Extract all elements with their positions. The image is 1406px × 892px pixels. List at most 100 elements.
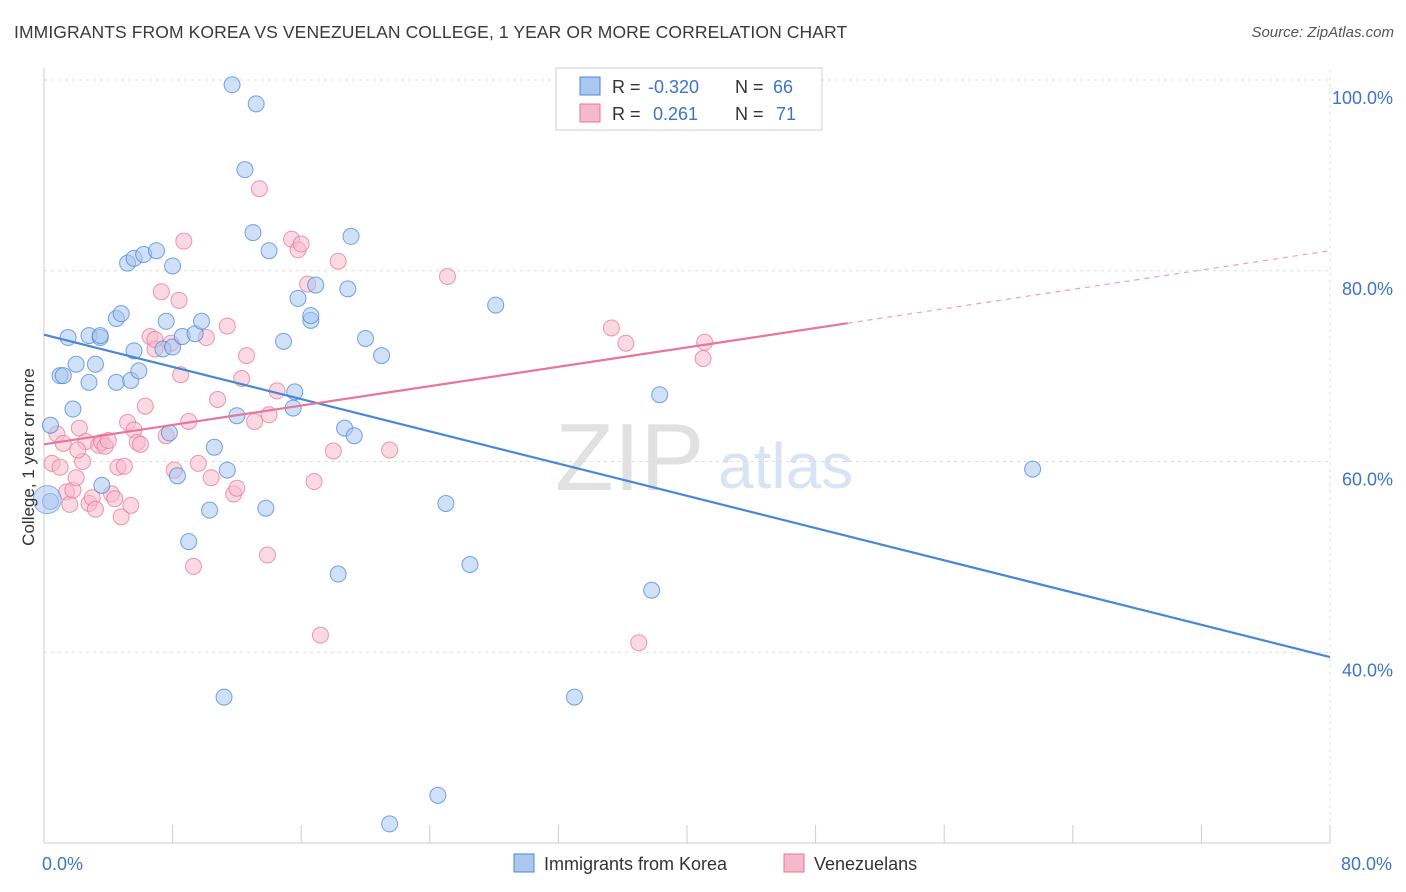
gridlines xyxy=(44,70,1331,843)
venezuela-point-22 xyxy=(115,457,133,475)
y-axis-label: College, 1 year or more xyxy=(19,368,38,546)
venezuela-point-65 xyxy=(630,634,648,652)
venezuela-point-17 xyxy=(99,432,117,450)
korea-point-9 xyxy=(86,355,104,373)
venezuela-point-28 xyxy=(136,397,154,415)
korea-point-40 xyxy=(244,224,262,242)
venezuela-trend-line xyxy=(43,322,848,446)
venezuela-trend-extension xyxy=(847,250,1331,324)
korea-point-large xyxy=(32,485,62,515)
korea-point-43 xyxy=(260,242,278,260)
korea-point-64 xyxy=(651,386,669,404)
korea-point-24 xyxy=(164,257,182,275)
y-tick-label-60: 60.0% xyxy=(1342,470,1393,490)
venezuela-point-68 xyxy=(292,235,310,253)
venezuela-point-5 xyxy=(61,495,79,513)
korea-point-63 xyxy=(643,581,661,599)
venezuela-point-42 xyxy=(202,469,220,487)
legend-top-venezuela-r-label: R = xyxy=(612,104,641,124)
korea-point-49 xyxy=(302,307,320,325)
korea-point-51 xyxy=(329,565,347,583)
venezuela-point-13 xyxy=(86,500,104,518)
venezuela-point-60 xyxy=(324,442,342,460)
trend-lines xyxy=(43,250,1331,659)
korea-point-25 xyxy=(157,312,175,330)
venezuela-point-59 xyxy=(329,252,347,270)
korea-point-39 xyxy=(236,161,254,179)
legend-bottom-korea-label: Immigrants from Korea xyxy=(544,854,728,874)
korea-point-1 xyxy=(41,416,59,434)
venezuela-point-66 xyxy=(694,349,712,367)
korea-point-54 xyxy=(342,227,360,245)
korea-point-27 xyxy=(164,338,182,356)
venezuela-point-21 xyxy=(112,508,130,526)
legend-bottom-venezuela-label: Venezuelans xyxy=(814,854,917,874)
source-label: Source: ZipAtlas.com xyxy=(1251,24,1394,41)
venezuela-point-70 xyxy=(69,441,87,459)
korea-point-33 xyxy=(201,501,219,519)
korea-point-44 xyxy=(275,332,293,350)
korea-point-12 xyxy=(91,327,109,345)
korea-point-14 xyxy=(107,373,125,391)
watermark-atlas: atlas xyxy=(718,430,853,502)
legend-top-korea-r-value: -0.320 xyxy=(648,77,699,97)
venezuela-point-39 xyxy=(184,557,202,575)
korea-point-35 xyxy=(215,688,233,706)
venezuela-point-46 xyxy=(228,479,246,497)
legend-top-korea-n-label: N = xyxy=(735,77,764,97)
venezuela-point-27 xyxy=(131,435,149,453)
korea-point-8 xyxy=(80,373,98,391)
legend-top-venezuela-n-label: N = xyxy=(735,104,764,124)
venezuela-point-49 xyxy=(246,412,264,430)
venezuela-point-50 xyxy=(250,180,268,198)
venezuela-point-44 xyxy=(218,317,236,335)
korea-point-22 xyxy=(148,242,166,260)
venezuela-point-7 xyxy=(67,469,85,487)
y-tick-label-40: 40.0% xyxy=(1342,660,1393,680)
korea-point-3 xyxy=(54,367,72,385)
y-tick-labels: 100.0% 80.0% 60.0% 40.0% xyxy=(1332,88,1393,680)
korea-point-55 xyxy=(345,427,363,445)
venezuela-point-67 xyxy=(696,333,714,351)
venezuela-point-43 xyxy=(209,391,227,409)
korea-point-53 xyxy=(339,280,357,298)
venezuela-point-37 xyxy=(175,232,193,250)
x-tick-label-min: 0.0% xyxy=(42,854,83,874)
korea-point-60 xyxy=(461,556,479,574)
legend-bottom-venezuela-swatch xyxy=(783,853,805,873)
korea-point-16 xyxy=(125,342,143,360)
korea-point-6 xyxy=(67,355,85,373)
korea-point-50 xyxy=(307,276,325,294)
korea-point-36 xyxy=(218,461,236,479)
korea-point-58 xyxy=(429,786,447,804)
venezuela-point-58 xyxy=(311,626,329,644)
korea-trend-line xyxy=(43,333,1331,659)
venezuela-point-24 xyxy=(122,496,140,514)
legend-top-korea-r-label: R = xyxy=(612,77,641,97)
venezuela-point-61 xyxy=(381,441,399,459)
korea-point-59 xyxy=(437,494,455,512)
legend-bottom-korea-swatch xyxy=(513,853,535,873)
korea-point-42 xyxy=(257,499,275,517)
korea-point-41 xyxy=(247,95,265,113)
chart-title: IMMIGRANTS FROM KOREA VS VENEZUELAN COLL… xyxy=(14,22,848,42)
korea-point-11 xyxy=(93,476,111,494)
legend-top: R = -0.320 N = 66 R = 0.261 N = 71 xyxy=(555,67,823,131)
legend-top-korea-n-value: 66 xyxy=(773,77,793,97)
korea-point-61 xyxy=(487,296,505,314)
korea-point-37 xyxy=(223,76,241,94)
venezuela-point-48 xyxy=(238,347,256,365)
korea-point-62 xyxy=(565,688,583,706)
korea-point-56 xyxy=(357,329,374,347)
legend-top-venezuela-n-value: 71 xyxy=(776,104,796,124)
korea-point-47 xyxy=(289,289,307,307)
venezuela-point-64 xyxy=(617,334,635,352)
korea-points xyxy=(32,76,1042,833)
korea-point-15 xyxy=(112,305,130,323)
korea-point-65 xyxy=(1024,460,1042,478)
korea-point-34 xyxy=(205,438,223,456)
legend-top-korea-swatch xyxy=(579,76,601,96)
korea-point-28 xyxy=(168,467,186,485)
venezuela-point-2 xyxy=(51,458,69,476)
korea-point-57 xyxy=(373,347,391,365)
